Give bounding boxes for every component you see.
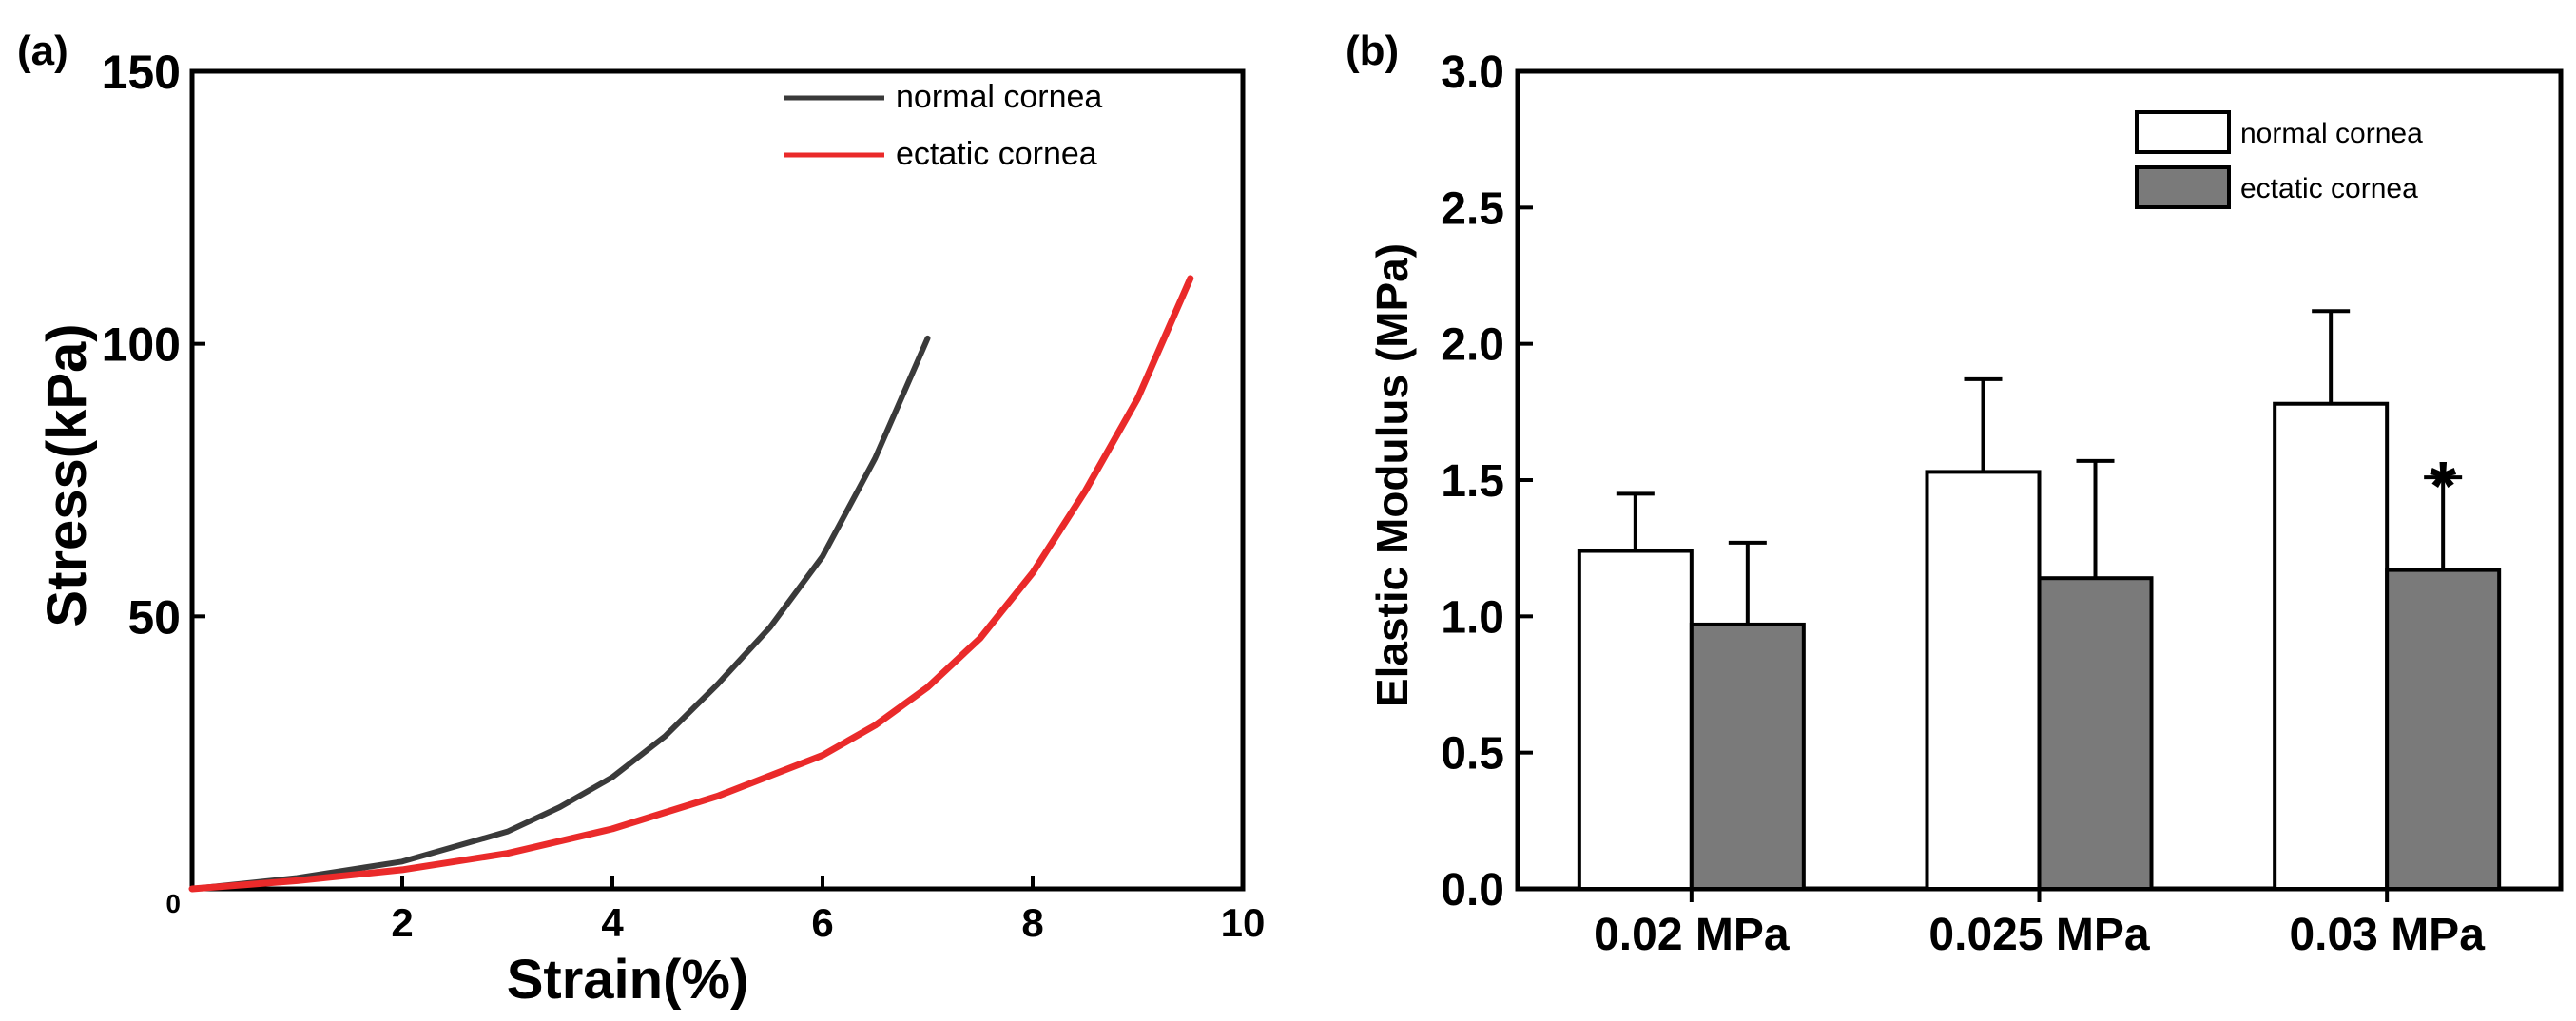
y-ticks: 50 100 150 [102, 46, 205, 644]
legend-label-ectatic: ectatic cornea [2240, 173, 2418, 204]
y-tick-label: 1.0 [1441, 592, 1504, 643]
bars: * [1577, 309, 2502, 892]
bar-normal-cornea [1577, 549, 1694, 891]
x-category-label: 0.025 MPa [1928, 910, 2149, 960]
panel-label: (b) [1346, 28, 1399, 74]
y-tick-label: 2.5 [1441, 183, 1504, 234]
legend-swatch-normal [2135, 110, 2231, 154]
x-tick-label: 4 [601, 900, 624, 945]
legend-swatch-ectatic [2135, 165, 2231, 209]
bar-chart-panel: (b) 0.00.51.01.52.02.53.0 * 0.02 MPa 0.02… [1346, 28, 2564, 960]
legend-label-ectatic: ectatic cornea [896, 136, 1097, 172]
x-category-label: 0.03 MPa [2289, 910, 2485, 960]
x-axis-label: Strain(%) [507, 949, 749, 1011]
x-ticks: 0 2 4 6 8 10 [165, 876, 1265, 945]
series-line-normal-cornea [189, 335, 931, 892]
y-tick-label: 100 [102, 318, 181, 372]
y-tick-label: 1.5 [1441, 456, 1504, 507]
bar-ectatic-cornea [1689, 622, 1806, 892]
y-axis-label: Stress(kPa) [36, 323, 98, 626]
x-categories: 0.02 MPa 0.025 MPa 0.03 MPa [1594, 889, 2485, 960]
series-line-ectatic-cornea [188, 275, 1194, 893]
x-tick-label: 8 [1021, 900, 1043, 945]
y-ticks: 0.0 0.5 1.0 1.5 2.0 2.5 3.0 [1441, 48, 1533, 915]
y-tick-label: 150 [102, 46, 181, 99]
legend-label-normal: normal cornea [896, 79, 1102, 115]
y-tick-label: 50 [127, 590, 181, 644]
x-category-label: 0.02 MPa [1594, 910, 1790, 960]
y-tick-label: 0.0 [1441, 865, 1504, 915]
x-tick-label: 0 [165, 889, 181, 918]
legend: normal cornea ectatic cornea [2135, 110, 2423, 209]
y-tick-label: 3.0 [1441, 48, 1504, 98]
plot-frame [189, 68, 1246, 892]
bar-ectatic-cornea [2385, 568, 2502, 891]
legend-label-normal: normal cornea [2240, 118, 2423, 149]
panel-label: (a) [17, 28, 68, 74]
bar-normal-cornea [1925, 470, 2042, 891]
x-tick-label: 10 [1221, 900, 1266, 945]
bar-normal-cornea [2273, 401, 2390, 891]
significance-marker: * [2430, 449, 2456, 525]
x-tick-label: 6 [811, 900, 833, 945]
y-axis-label: Elastic Modulus (MPa) [1367, 243, 1417, 707]
legend: normal cornea ectatic cornea [784, 79, 1102, 172]
y-tick-label: 0.5 [1441, 729, 1504, 780]
bar-ectatic-cornea [2037, 576, 2154, 891]
y-tick-label: 2.0 [1441, 320, 1504, 371]
line-chart-panel: (a) 50 100 150 0 2 4 6 8 10 Strain(%) Stress(kP… [17, 28, 1265, 1011]
x-tick-label: 2 [391, 900, 413, 945]
series-lines [188, 275, 1194, 893]
